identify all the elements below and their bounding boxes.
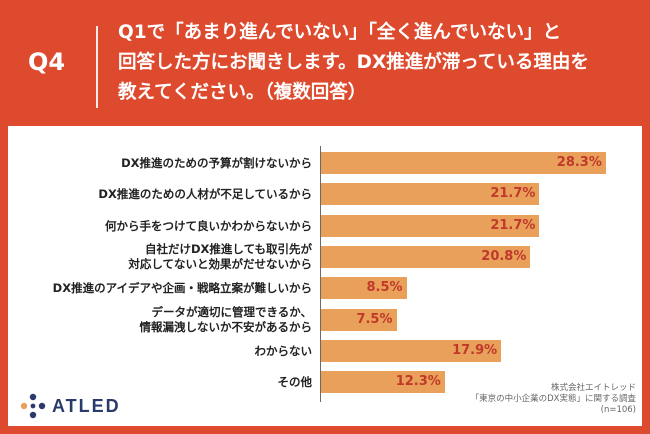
category-label-line: 自社だけDX推進しても取引先が — [145, 242, 312, 256]
header-divider — [96, 26, 98, 108]
question-text: Q1で「あまり進んでいない」「全く進んでいない」と 回答した方にお聞きします。D… — [118, 18, 638, 108]
value-label: 8.5% — [366, 280, 403, 295]
bar — [321, 152, 606, 174]
category-label-line: DX推進のアイデアや企画・戦略立案が難しいから — [52, 280, 312, 295]
category-label-line: その他 — [277, 374, 313, 389]
category-label-line: DX推進のための人材が不足しているから — [98, 186, 312, 201]
value-label: 7.5% — [356, 312, 393, 327]
value-label: 21.7% — [490, 218, 536, 233]
atled-logo: ATLED — [18, 392, 119, 420]
bar — [321, 309, 397, 331]
category-label: DX推進のための予算が割けないから — [121, 156, 312, 171]
logo-text: ATLED — [52, 396, 121, 416]
bar — [321, 215, 540, 237]
category-label-line: DX推進のための予算が割けないから — [121, 155, 312, 170]
source-line: 株式会社エイトレッド — [550, 383, 636, 393]
chart-axis-line — [320, 146, 321, 402]
category-label: DX推進のアイデアや企画・戦略立案が難しいから — [53, 281, 312, 296]
source-line: (n=106) — [600, 405, 636, 415]
bar — [321, 246, 531, 268]
value-label: 12.3% — [395, 374, 441, 389]
atled-logo-icon — [20, 393, 46, 419]
value-label: 20.8% — [481, 249, 527, 264]
question-line: Q1で「あまり進んでいない」「全く進んでいない」と — [118, 22, 562, 43]
bar — [321, 277, 407, 299]
header: Q4 Q1で「あまり進んでいない」「全く進んでいない」と 回答した方にお聞きしま… — [0, 0, 650, 126]
source-note: 株式会社エイトレッド 「東京の中小企業のDX実態」に関する調査 (n=106) — [471, 383, 636, 416]
category-label-line: 何から手をつけて良いかわからないから — [105, 218, 312, 233]
source-line: 「東京の中小企業のDX実態」に関する調査 — [470, 394, 636, 404]
category-label: データが適切に管理できるか、 情報漏洩しないか不安があるから — [140, 305, 313, 335]
question-line: 教えてください。（複数回答） — [118, 82, 367, 103]
category-label: DX推進のための人材が不足しているから — [98, 187, 312, 202]
value-label: 21.7% — [490, 186, 536, 201]
category-label: 自社だけDX推進しても取引先が 対応してないと効果がだせないから — [128, 242, 312, 272]
bar — [321, 371, 445, 393]
category-label-line: データが適切に管理できるか、 — [151, 305, 312, 319]
category-label: 何から手をつけて良いかわからないから — [105, 219, 312, 234]
category-label: その他 — [278, 375, 313, 390]
question-number: Q4 — [28, 48, 66, 76]
bar — [321, 340, 502, 362]
category-label-line: わからない — [254, 343, 313, 358]
value-label: 28.3% — [556, 155, 602, 170]
category-label-line: 情報漏洩しないか不安があるから — [139, 320, 313, 334]
bar — [321, 183, 540, 205]
value-label: 17.9% — [452, 343, 498, 358]
category-label: わからない — [255, 344, 313, 359]
category-label-line: 対応してないと効果がだせないから — [128, 257, 312, 271]
question-line: 回答した方にお聞きします。DX推進が滞っている理由を — [118, 52, 589, 73]
